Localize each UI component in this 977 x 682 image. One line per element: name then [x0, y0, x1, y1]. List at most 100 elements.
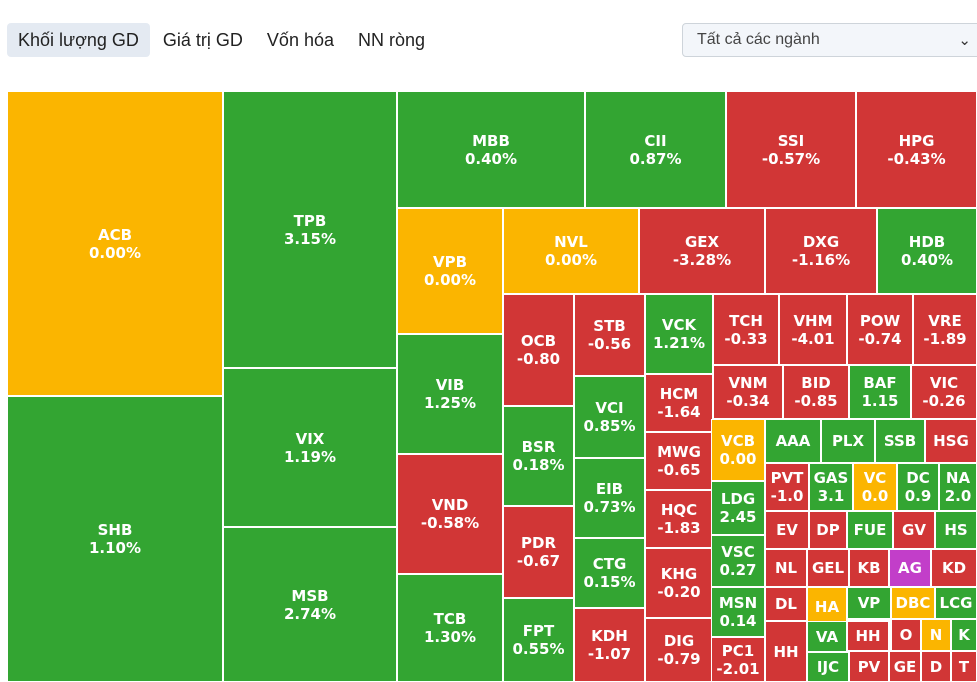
stock-change: -0.56	[587, 335, 632, 353]
stock-tile-plx[interactable]: PLX	[821, 419, 875, 463]
stock-symbol: STB	[593, 317, 626, 335]
stock-symbol: OCB	[520, 332, 557, 350]
stock-tile-vhm[interactable]: VHM -4.01	[779, 294, 847, 365]
stock-tile-vp[interactable]: VP	[847, 587, 891, 619]
stock-tile-shb[interactable]: SHB 1.10%	[7, 396, 223, 682]
tab-nn-rong[interactable]: NN ròng	[357, 30, 426, 50]
stock-symbol: VCI	[595, 399, 624, 417]
stock-tile-pow[interactable]: POW -0.74	[847, 294, 913, 365]
stock-tile-ag[interactable]: AG	[889, 549, 931, 587]
stock-tile-kb[interactable]: KB	[849, 549, 889, 587]
stock-tile-cii[interactable]: CII 0.87%	[585, 91, 726, 208]
stock-tile-ssi[interactable]: SSI -0.57%	[726, 91, 856, 208]
stock-tile-bsr[interactable]: BSR 0.18%	[503, 406, 574, 506]
stock-tile-dbc[interactable]: DBC	[891, 587, 935, 619]
stock-tile-na[interactable]: NA 2.0	[939, 463, 977, 511]
stock-symbol: EIB	[595, 480, 624, 498]
stock-tile-gex[interactable]: GEX -3.28%	[639, 208, 765, 294]
stock-tile-pc1[interactable]: PC1 -2.01	[711, 637, 765, 682]
stock-tile-mbb[interactable]: MBB 0.40%	[397, 91, 585, 208]
stock-tile-dc[interactable]: DC 0.9	[897, 463, 939, 511]
stock-tile-vcb[interactable]: VCB 0.00	[711, 419, 765, 481]
stock-change: 1.15	[861, 392, 899, 410]
stock-tile-stb[interactable]: STB -0.56	[574, 294, 645, 376]
stock-tile-hcm[interactable]: HCM -1.64	[645, 374, 713, 432]
stock-tile-gas[interactable]: GAS 3.1	[809, 463, 853, 511]
stock-tile-dig[interactable]: DIG -0.79	[645, 618, 713, 682]
stock-tile-gel[interactable]: GEL	[807, 549, 849, 587]
stock-change: 1.25%	[423, 394, 477, 412]
stock-tile-hdb[interactable]: HDB 0.40%	[877, 208, 977, 294]
stock-tile-vck[interactable]: VCK 1.21%	[645, 294, 713, 374]
stock-tile-vnd[interactable]: VND -0.58%	[397, 454, 503, 574]
stock-tile-hqc[interactable]: HQC -1.83	[645, 490, 713, 548]
stock-tile-va[interactable]: VA	[807, 621, 847, 652]
stock-tile-pdr[interactable]: PDR -0.67	[503, 506, 574, 598]
stock-tile-khg[interactable]: KHG -0.20	[645, 548, 713, 618]
stock-tile-tcb[interactable]: TCB 1.30%	[397, 574, 503, 682]
stock-tile-kdh[interactable]: KDH -1.07	[574, 608, 645, 682]
stock-tile-vre[interactable]: VRE -1.89	[913, 294, 977, 365]
stock-tile-vsc[interactable]: VSC 0.27	[711, 535, 765, 587]
stock-tile-mwg[interactable]: MWG -0.65	[645, 432, 713, 490]
stock-tile-hs[interactable]: HS	[935, 511, 977, 549]
stock-tile-d[interactable]: D	[921, 651, 951, 682]
stock-tile-ocb[interactable]: OCB -0.80	[503, 294, 574, 406]
stock-tile-vnm[interactable]: VNM -0.34	[713, 365, 783, 419]
stock-symbol: KDH	[591, 627, 628, 645]
stock-tile-hh[interactable]: HH	[847, 621, 889, 651]
stock-tile-ijc[interactable]: IJC	[807, 652, 849, 682]
tab-von-hoa[interactable]: Vốn hóa	[266, 30, 334, 50]
stock-tile-lcg[interactable]: LCG	[935, 587, 977, 619]
stock-tile-o[interactable]: O	[891, 619, 921, 651]
stock-tile-eib[interactable]: EIB 0.73%	[574, 458, 645, 538]
stock-change: 0.00	[719, 450, 757, 468]
stock-tile-k[interactable]: K	[951, 619, 977, 651]
stock-tile-nvl[interactable]: NVL 0.00%	[503, 208, 639, 294]
stock-tile-dxg[interactable]: DXG -1.16%	[765, 208, 877, 294]
stock-tile-baf[interactable]: BAF 1.15	[849, 365, 911, 419]
stock-tile-ctg[interactable]: CTG 0.15%	[574, 538, 645, 608]
stock-symbol: VCB	[720, 432, 756, 450]
stock-tile-vib[interactable]: VIB 1.25%	[397, 334, 503, 454]
stock-tile-msn[interactable]: MSN 0.14	[711, 587, 765, 637]
stock-tile-vic[interactable]: VIC -0.26	[911, 365, 977, 419]
stock-change: 0.14	[719, 612, 757, 630]
stock-tile-aaa[interactable]: AAA	[765, 419, 821, 463]
stock-tile-vpb[interactable]: VPB 0.00%	[397, 208, 503, 334]
stock-tile-ev[interactable]: EV	[765, 511, 809, 549]
stock-tile-ha[interactable]: HA	[807, 587, 847, 627]
sector-select[interactable]: Tất cả các ngành ⌄	[682, 23, 977, 57]
stock-tile-t[interactable]: T	[951, 651, 977, 682]
stock-tile-vci[interactable]: VCI 0.85%	[574, 376, 645, 458]
tab-gia-tri-gd[interactable]: Giá trị GD	[162, 30, 243, 50]
stock-tile-dp[interactable]: DP	[809, 511, 847, 549]
stock-tile-tch[interactable]: TCH -0.33	[713, 294, 779, 365]
stock-symbol: GAS	[813, 469, 849, 487]
stock-tile-hpg[interactable]: HPG -0.43%	[856, 91, 977, 208]
stock-change: 0.18%	[512, 456, 565, 474]
stock-tile-gv[interactable]: GV	[893, 511, 935, 549]
stock-tile-ssb[interactable]: SSB	[875, 419, 925, 463]
tab-khoi-luong-gd[interactable]: Khối lượng GD	[7, 23, 150, 57]
stock-tile-pvt[interactable]: PVT -1.0	[765, 463, 809, 511]
stock-tile-msb[interactable]: MSB 2.74%	[223, 527, 397, 682]
stock-tile-pv[interactable]: PV	[849, 651, 889, 682]
stock-tile-ldg[interactable]: LDG 2.45	[711, 481, 765, 535]
stock-tile-hh[interactable]: HH	[765, 621, 807, 682]
stock-tile-kd[interactable]: KD	[931, 549, 977, 587]
stock-tile-fpt[interactable]: FPT 0.55%	[503, 598, 574, 682]
stock-tile-ge[interactable]: GE	[889, 651, 921, 682]
stock-symbol: VND	[431, 496, 469, 514]
stock-tile-fue[interactable]: FUE	[847, 511, 893, 549]
stock-tile-dl[interactable]: DL	[765, 587, 807, 621]
stock-tile-vix[interactable]: VIX 1.19%	[223, 368, 397, 527]
stock-tile-bid[interactable]: BID -0.85	[783, 365, 849, 419]
stock-tile-tpb[interactable]: TPB 3.15%	[223, 91, 397, 368]
stock-tile-acb[interactable]: ACB 0.00%	[7, 91, 223, 396]
stock-tile-n[interactable]: N	[921, 619, 951, 651]
stock-tile-hsg[interactable]: HSG	[925, 419, 977, 463]
stock-change: -1.07	[587, 645, 632, 663]
stock-tile-nl[interactable]: NL	[765, 549, 807, 587]
stock-tile-vc[interactable]: VC 0.0	[853, 463, 897, 511]
